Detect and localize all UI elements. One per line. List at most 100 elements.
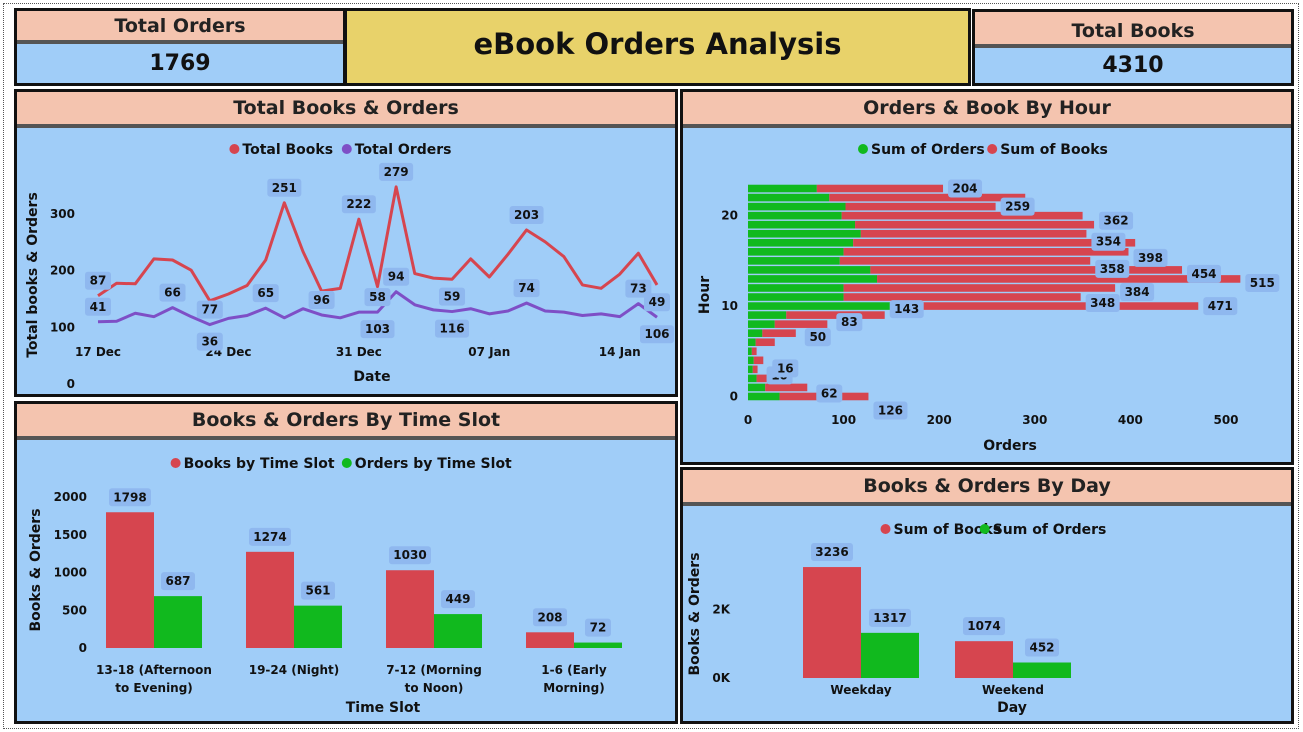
hour-orders-bar xyxy=(748,238,854,247)
daily-orders-label-bg xyxy=(644,293,670,312)
total-books-label: Total Books xyxy=(975,12,1291,48)
slot-bar-label-bg xyxy=(389,546,431,565)
daily-orders-label-bg xyxy=(435,319,470,338)
hour-bar-label-bg xyxy=(873,401,908,420)
hour-orders-bar xyxy=(748,392,780,401)
title-card: eBook Orders Analysis xyxy=(344,8,971,86)
hour-books-bar xyxy=(900,302,1199,310)
daily-orders-label-bg xyxy=(252,284,279,303)
slot-bar-label-bg xyxy=(301,581,335,600)
slot-ytick: 0 xyxy=(79,641,87,655)
slot-ytick: 1000 xyxy=(54,566,87,580)
hour-bar-label: 515 xyxy=(1250,276,1275,290)
total-orders-value: 1769 xyxy=(149,51,211,76)
day-bar-label: 3236 xyxy=(815,545,848,559)
hour-orders-bar xyxy=(748,365,753,374)
daily-orders-label-bg xyxy=(85,297,111,316)
daily-books-label-bg xyxy=(509,205,544,224)
hour-books-bar xyxy=(839,257,1091,265)
daily-orders-label-bg xyxy=(159,283,186,302)
dashboard-title: eBook Orders Analysis xyxy=(473,27,842,61)
slot-bar-label-bg xyxy=(441,590,475,609)
hour-bar-label: 362 xyxy=(1104,214,1129,228)
hour-bar-label-bg xyxy=(1187,264,1222,283)
slot-bar-label-bg xyxy=(533,608,567,627)
hour-bar-label: 454 xyxy=(1191,267,1216,281)
daily-books-label: 279 xyxy=(384,165,409,179)
hour-orders-bar xyxy=(748,257,840,265)
hour-orders-bar xyxy=(748,193,830,202)
legend-label-1: Sum of Orders xyxy=(993,522,1107,538)
hour-orders-bar xyxy=(748,338,756,347)
slot-category-label: 7-12 (Morning xyxy=(386,663,482,677)
hour-books-bar xyxy=(853,238,1136,247)
day-bar-0 xyxy=(803,567,861,678)
daily-orders-label-bg xyxy=(625,279,652,298)
daily-ytick: 0 xyxy=(67,377,75,391)
hour-bar-label: 16 xyxy=(777,361,794,375)
hour-books-bar xyxy=(774,320,828,328)
hour-ylabel: Hour xyxy=(697,276,713,314)
slot-bar-0 xyxy=(386,570,434,648)
daily-orders-label-bg xyxy=(364,288,391,307)
slot-bar-label: 1274 xyxy=(253,530,286,544)
slot-bar-label: 449 xyxy=(445,592,470,606)
slot-bar-0 xyxy=(526,632,574,648)
hour-bar-label: 204 xyxy=(952,182,977,196)
daily-xtick: 14 Jan xyxy=(599,345,641,359)
hour-books-bar xyxy=(870,266,1183,274)
slot-bar-0 xyxy=(106,512,154,648)
hour-bar-label: 50 xyxy=(809,330,826,344)
slot-category-label: to Evening) xyxy=(115,681,193,695)
hour-xtick: 400 xyxy=(1118,413,1143,427)
legend-marker-0 xyxy=(880,524,891,534)
slot-category-label: 13-18 (Afternoon xyxy=(96,663,212,677)
hour-bar-label: 471 xyxy=(1208,299,1233,313)
total-books-value: 4310 xyxy=(1102,53,1164,78)
daily-line-chart: Total Books Total Orders 0 100 200 300 17 Dec 2… xyxy=(25,142,674,391)
hour-bar-label-bg xyxy=(1245,273,1280,292)
daily-orders-label-bg xyxy=(513,279,540,298)
hour-orders-bar xyxy=(748,184,817,193)
hour-books-bar xyxy=(752,365,758,374)
hour-orders-bar xyxy=(748,356,754,365)
slot-bar-label: 687 xyxy=(165,574,190,588)
hour-orders-bar xyxy=(748,202,846,211)
day-category-label: Weekday xyxy=(830,683,891,697)
hour-bar-label: 354 xyxy=(1096,235,1121,249)
day-bar-label: 1317 xyxy=(873,611,906,625)
legend-marker-0 xyxy=(229,144,240,154)
hour-books-bar xyxy=(877,275,1241,283)
hour-books-bar xyxy=(843,293,1081,301)
daily-xtick: 07 Jan xyxy=(468,345,510,359)
legend-label-1: Total Orders xyxy=(355,142,452,158)
slot-bar-label: 1798 xyxy=(113,490,146,504)
hour-orders-bar xyxy=(748,383,766,392)
daily-books-label-bg xyxy=(267,178,302,197)
daily-orders-label: 73 xyxy=(630,282,647,296)
daily-orders-label: 94 xyxy=(388,270,405,284)
hour-books-bar xyxy=(765,383,808,392)
hour-bar-label-bg xyxy=(1099,211,1134,230)
daily-books-label: 251 xyxy=(272,181,297,195)
hour-bar-label-bg xyxy=(836,313,863,332)
legend-label-0: Sum of Books xyxy=(894,522,1002,538)
hour-orders-bar xyxy=(748,302,901,310)
hour-bar-label: 348 xyxy=(1090,296,1115,310)
daily-xtick: 31 Dec xyxy=(336,345,382,359)
hour-books-bar xyxy=(860,229,1087,238)
daily-orders-label: 74 xyxy=(518,281,535,295)
legend-marker-0 xyxy=(858,144,868,154)
daily-orders-label: 77 xyxy=(201,303,218,317)
hour-books-bar xyxy=(786,311,885,319)
hour-bar-label: 143 xyxy=(894,302,919,316)
hour-orders-bar xyxy=(748,329,763,337)
legend-label-0: Books by Time Slot xyxy=(184,456,335,472)
slot-ytick: 2000 xyxy=(54,490,87,504)
day-bar-label: 1074 xyxy=(967,619,1000,633)
day-bar-0 xyxy=(955,641,1013,678)
hour-orders-bar xyxy=(748,293,844,301)
hour-books-bar xyxy=(855,220,1095,229)
hour-ytick: 10 xyxy=(721,299,738,313)
